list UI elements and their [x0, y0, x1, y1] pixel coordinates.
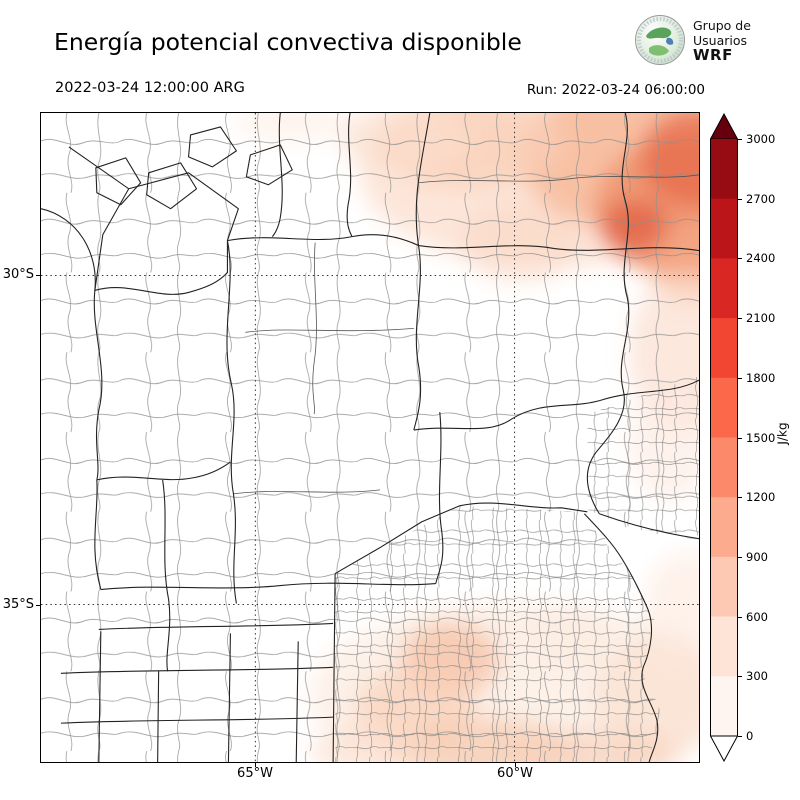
- colorbar-tick-mark: [738, 497, 742, 499]
- colorbar-tick-mark: [738, 139, 742, 140]
- colorbar-tick-mark: [738, 616, 742, 618]
- colorbar-tick-label: 2700: [746, 191, 776, 206]
- secondary-borders: [233, 174, 699, 495]
- colorbar-tick-label: 600: [746, 609, 768, 624]
- logo-wrf: WRF: [693, 45, 733, 64]
- ytick-mark-35s: [36, 605, 40, 606]
- map-canvas: [41, 113, 699, 762]
- colorbar-tick-mark: [738, 736, 742, 737]
- ytick-35s: 35°S: [2, 597, 34, 612]
- wrf-logo: Grupo de Usuarios WRF: [634, 14, 751, 66]
- colorbar-tick-label: 0: [746, 729, 754, 743]
- department-boundaries-fine-buenosaires: [335, 505, 660, 762]
- colorbar-tick-label: 1200: [746, 490, 776, 505]
- province-borders: [41, 113, 699, 762]
- colorbar-tick-mark: [738, 556, 742, 558]
- xtick-60w: 60°W: [497, 766, 533, 781]
- colorbar: [710, 113, 738, 762]
- colorbar-tick-label: 2100: [746, 311, 776, 326]
- ytick-mark-30s: [36, 275, 40, 276]
- colorbar-tick-label: 300: [746, 669, 768, 684]
- logo-line1: Grupo de: [693, 17, 751, 33]
- gridlines: [41, 113, 699, 762]
- colorbar-tick-label: 900: [746, 549, 768, 564]
- colorbar-tick-mark: [738, 377, 742, 379]
- map-frame: [40, 112, 700, 763]
- valid-time: 2022-03-24 12:00:00 ARG: [55, 80, 245, 96]
- wrf-logo-globe-icon: [635, 15, 685, 65]
- colorbar-tick-mark: [738, 437, 742, 439]
- xtick-mark-65w: [255, 763, 256, 767]
- run-time: Run: 2022-03-24 06:00:00: [526, 82, 705, 98]
- colorbar-tick-label: 1800: [746, 370, 776, 385]
- figure-title: Energía potencial convectiva disponible: [54, 28, 522, 56]
- xtick-65w: 65°W: [237, 766, 273, 781]
- ytick-30s: 30°S: [2, 267, 34, 282]
- colorbar-tick-mark: [738, 198, 742, 200]
- colorbar-unit-label: J/kg: [775, 422, 790, 445]
- colorbar-tick-label: 1500: [746, 430, 776, 445]
- logo-line2: Usuarios: [693, 32, 748, 48]
- xtick-mark-60w: [515, 763, 516, 767]
- colorbar-tick-label: 2400: [746, 251, 776, 266]
- colorbar-tick-mark: [738, 318, 742, 320]
- colorbar-tick-mark: [738, 676, 742, 678]
- colorbar-tick-label: 3000: [746, 132, 776, 146]
- colorbar-tick-mark: [738, 258, 742, 260]
- colorbar-ticks: 3000 2700 2400 2100 1800 1500 1200 900 600 300 0: [738, 113, 784, 762]
